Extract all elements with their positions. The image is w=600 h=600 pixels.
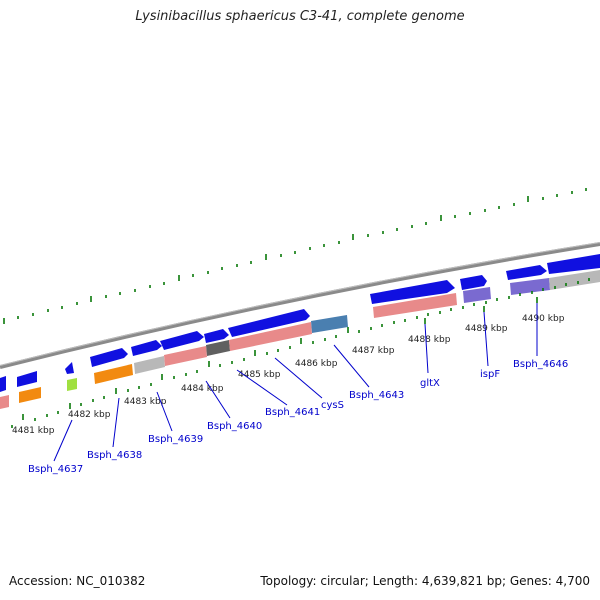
kbp-tick-label: 4482 kbp [68, 410, 111, 420]
kbp-tick-label: 4481 kbp [12, 426, 55, 436]
gene-label-bsph-4638[interactable]: Bsph_4638 [87, 450, 142, 461]
genome-backbone-highlight [0, 242, 600, 366]
kbp-scale: 4481 kbp 4482 kbp 4483 kbp 4484 kbp 4485… [12, 314, 565, 436]
orange-feature[interactable] [94, 364, 133, 384]
inner-tick-ring [11, 278, 590, 428]
cds-feature[interactable] [0, 376, 6, 392]
purple-feature[interactable] [510, 278, 550, 295]
orange-feature[interactable] [19, 387, 41, 403]
genome-summary-text: Topology: circular; Length: 4,639,821 bp… [260, 574, 590, 588]
gene-label-bsph-4641[interactable]: Bsph_4641 [265, 407, 320, 418]
rna-feature[interactable] [0, 395, 9, 409]
gene-label-ispf[interactable]: ispF [480, 369, 500, 380]
cds-feature[interactable] [131, 340, 162, 356]
cds-feature[interactable] [160, 331, 204, 350]
kbp-tick-label: 4485 kbp [238, 370, 281, 380]
cds-feature[interactable] [90, 348, 128, 367]
dark-feature[interactable] [206, 340, 230, 356]
accession-text: Accession: NC_010382 [9, 574, 146, 588]
cds-feature[interactable] [228, 309, 310, 337]
blue-gray-feature[interactable] [311, 315, 348, 333]
gene-label-leaders [53, 303, 538, 462]
gene-label-bsph-4640[interactable]: Bsph_4640 [207, 421, 262, 432]
gene-label-cyss[interactable]: cysS [321, 400, 344, 411]
cds-track [0, 254, 600, 392]
outer-tick-ring [3, 188, 587, 324]
kbp-tick-label: 4488 kbp [408, 335, 451, 345]
kbp-tick-label: 4486 kbp [295, 359, 338, 369]
kbp-tick-label: 4483 kbp [124, 397, 167, 407]
cds-feature[interactable] [547, 254, 600, 274]
rna-feature[interactable] [164, 346, 207, 366]
feature-track [0, 270, 600, 409]
gray-feature[interactable] [549, 270, 600, 290]
cds-feature[interactable] [370, 280, 455, 304]
gene-labels: Bsph_4637 Bsph_4638 Bsph_4639 Bsph_4640 … [28, 359, 568, 475]
gene-label-bsph-4639[interactable]: Bsph_4639 [148, 434, 203, 445]
kbp-tick-label: 4490 kbp [522, 314, 565, 324]
gene-label-bsph-4646[interactable]: Bsph_4646 [513, 359, 568, 370]
kbp-tick-label: 4489 kbp [465, 324, 508, 334]
gene-label-bsph-4643[interactable]: Bsph_4643 [349, 390, 404, 401]
gene-label-bsph-4637[interactable]: Bsph_4637 [28, 464, 83, 475]
lime-feature[interactable] [67, 378, 77, 391]
kbp-tick-label: 4487 kbp [352, 346, 395, 356]
gray-feature[interactable] [134, 356, 165, 374]
purple-feature[interactable] [463, 287, 491, 303]
cds-feature[interactable] [17, 371, 37, 387]
kbp-tick-label: 4484 kbp [181, 384, 224, 394]
genome-backbone [0, 242, 600, 369]
gene-label-gltx[interactable]: gltX [420, 378, 440, 389]
cds-feature[interactable] [65, 362, 74, 374]
cds-feature[interactable] [460, 275, 487, 290]
map-title: Lysinibacillus sphaericus C3-41, complet… [135, 9, 465, 24]
rna-feature[interactable] [229, 322, 312, 351]
rna-feature[interactable] [373, 293, 457, 318]
cds-feature[interactable] [506, 265, 547, 280]
cds-feature[interactable] [204, 329, 229, 343]
